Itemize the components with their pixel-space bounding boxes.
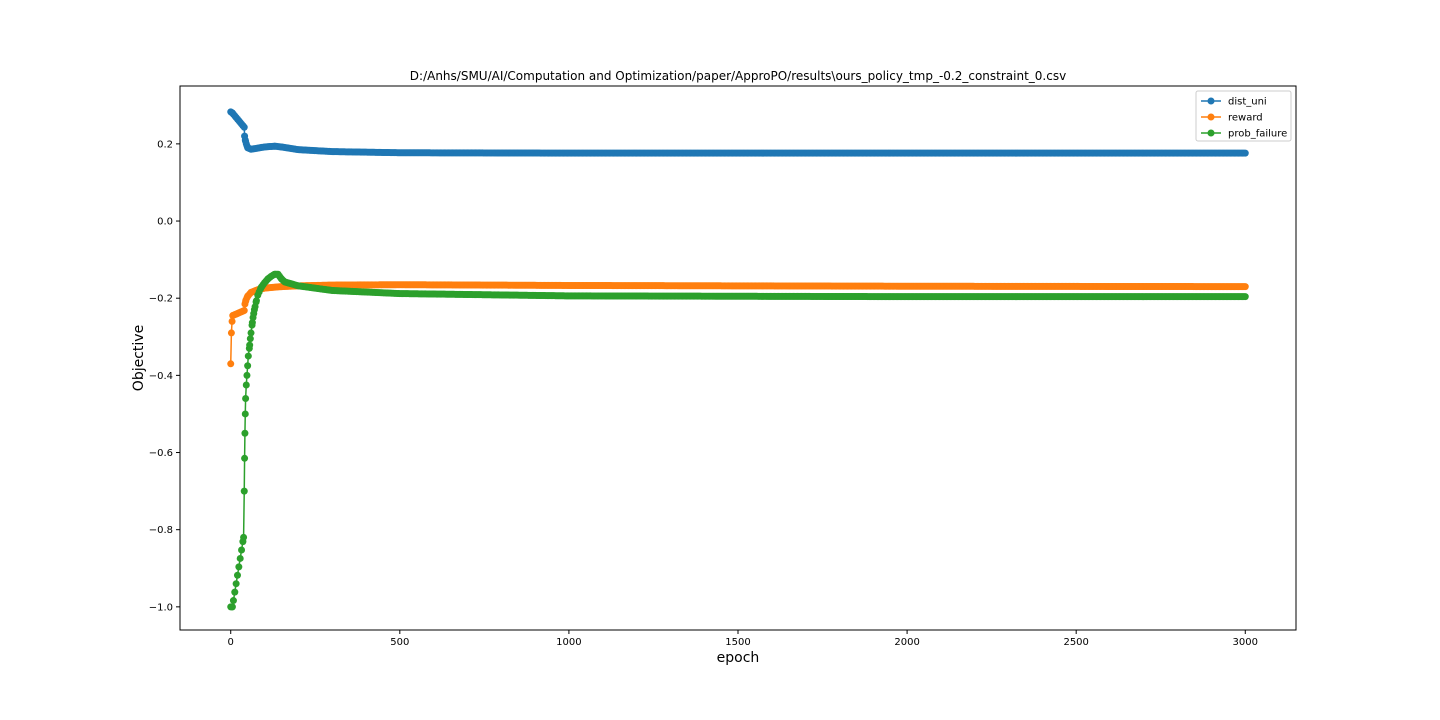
legend-swatch-marker <box>1207 129 1215 137</box>
data-point <box>241 454 249 462</box>
x-tick-label: 3000 <box>1233 637 1258 648</box>
x-tick-label: 2500 <box>1063 637 1088 648</box>
data-point <box>248 319 256 327</box>
data-point <box>244 362 252 370</box>
x-axis: 0 500 1000 1500 2000 2500 3000 <box>228 630 1258 648</box>
series-dist-uni <box>227 108 1249 157</box>
chart-title: D:/Anhs/SMU/AI/Computation and Optimizat… <box>410 69 1066 83</box>
data-point <box>233 571 241 579</box>
y-axis: −1.0 −0.8 −0.6 −0.4 −0.2 0.0 0.2 <box>149 139 180 613</box>
data-point <box>244 352 252 360</box>
data-point <box>240 487 248 495</box>
data-point <box>228 317 236 325</box>
x-tick-label: 2000 <box>894 637 919 648</box>
y-axis-label: Objective <box>131 325 147 391</box>
y-tick-label: −0.8 <box>149 525 173 536</box>
data-point <box>231 588 239 596</box>
y-tick-label: 0.2 <box>157 139 173 150</box>
legend-swatch-marker <box>1207 97 1215 105</box>
legend-item-reward: reward <box>1201 113 1263 124</box>
data-point <box>241 429 249 437</box>
x-tick-label: 1500 <box>725 637 750 648</box>
data-point <box>247 329 255 337</box>
data-point <box>235 563 243 571</box>
legend-label: dist_uni <box>1228 97 1267 108</box>
x-tick-label: 500 <box>390 637 409 648</box>
data-point <box>246 335 254 343</box>
legend-item-prob-failure: prob_failure <box>1201 129 1287 140</box>
y-tick-label: −0.2 <box>149 294 173 305</box>
data-point <box>227 329 235 337</box>
data-point <box>229 597 237 605</box>
legend-item-dist-uni: dist_uni <box>1201 97 1267 108</box>
data-point <box>238 546 246 554</box>
series-prob-failure <box>227 270 1249 611</box>
data-point <box>1241 283 1249 291</box>
data-point <box>236 554 244 562</box>
x-axis-label: epoch <box>717 650 760 666</box>
data-point <box>242 381 250 389</box>
data-point <box>1241 149 1249 157</box>
legend-box <box>1195 90 1292 142</box>
data-point <box>243 371 251 379</box>
data-point <box>242 395 250 403</box>
y-tick-label: 0.0 <box>157 217 173 228</box>
x-tick-label: 1000 <box>556 637 581 648</box>
legend-label: reward <box>1228 113 1263 124</box>
y-tick-label: −0.6 <box>149 448 173 459</box>
data-point <box>240 533 248 541</box>
data-point <box>1241 293 1249 301</box>
x-tick-label: 0 <box>228 637 234 648</box>
data-point <box>246 341 254 349</box>
y-tick-label: −0.4 <box>149 371 173 382</box>
data-point <box>227 360 235 368</box>
legend-label: prob_failure <box>1228 129 1287 140</box>
y-tick-label: −1.0 <box>149 602 173 613</box>
data-point <box>240 123 248 131</box>
data-point <box>252 297 260 305</box>
data-point <box>232 580 240 588</box>
data-point <box>241 410 249 418</box>
data-point <box>240 307 248 315</box>
plot-area <box>227 108 1249 611</box>
legend-swatch-marker <box>1207 113 1215 121</box>
data-point <box>228 603 236 611</box>
series-reward <box>227 281 1249 368</box>
